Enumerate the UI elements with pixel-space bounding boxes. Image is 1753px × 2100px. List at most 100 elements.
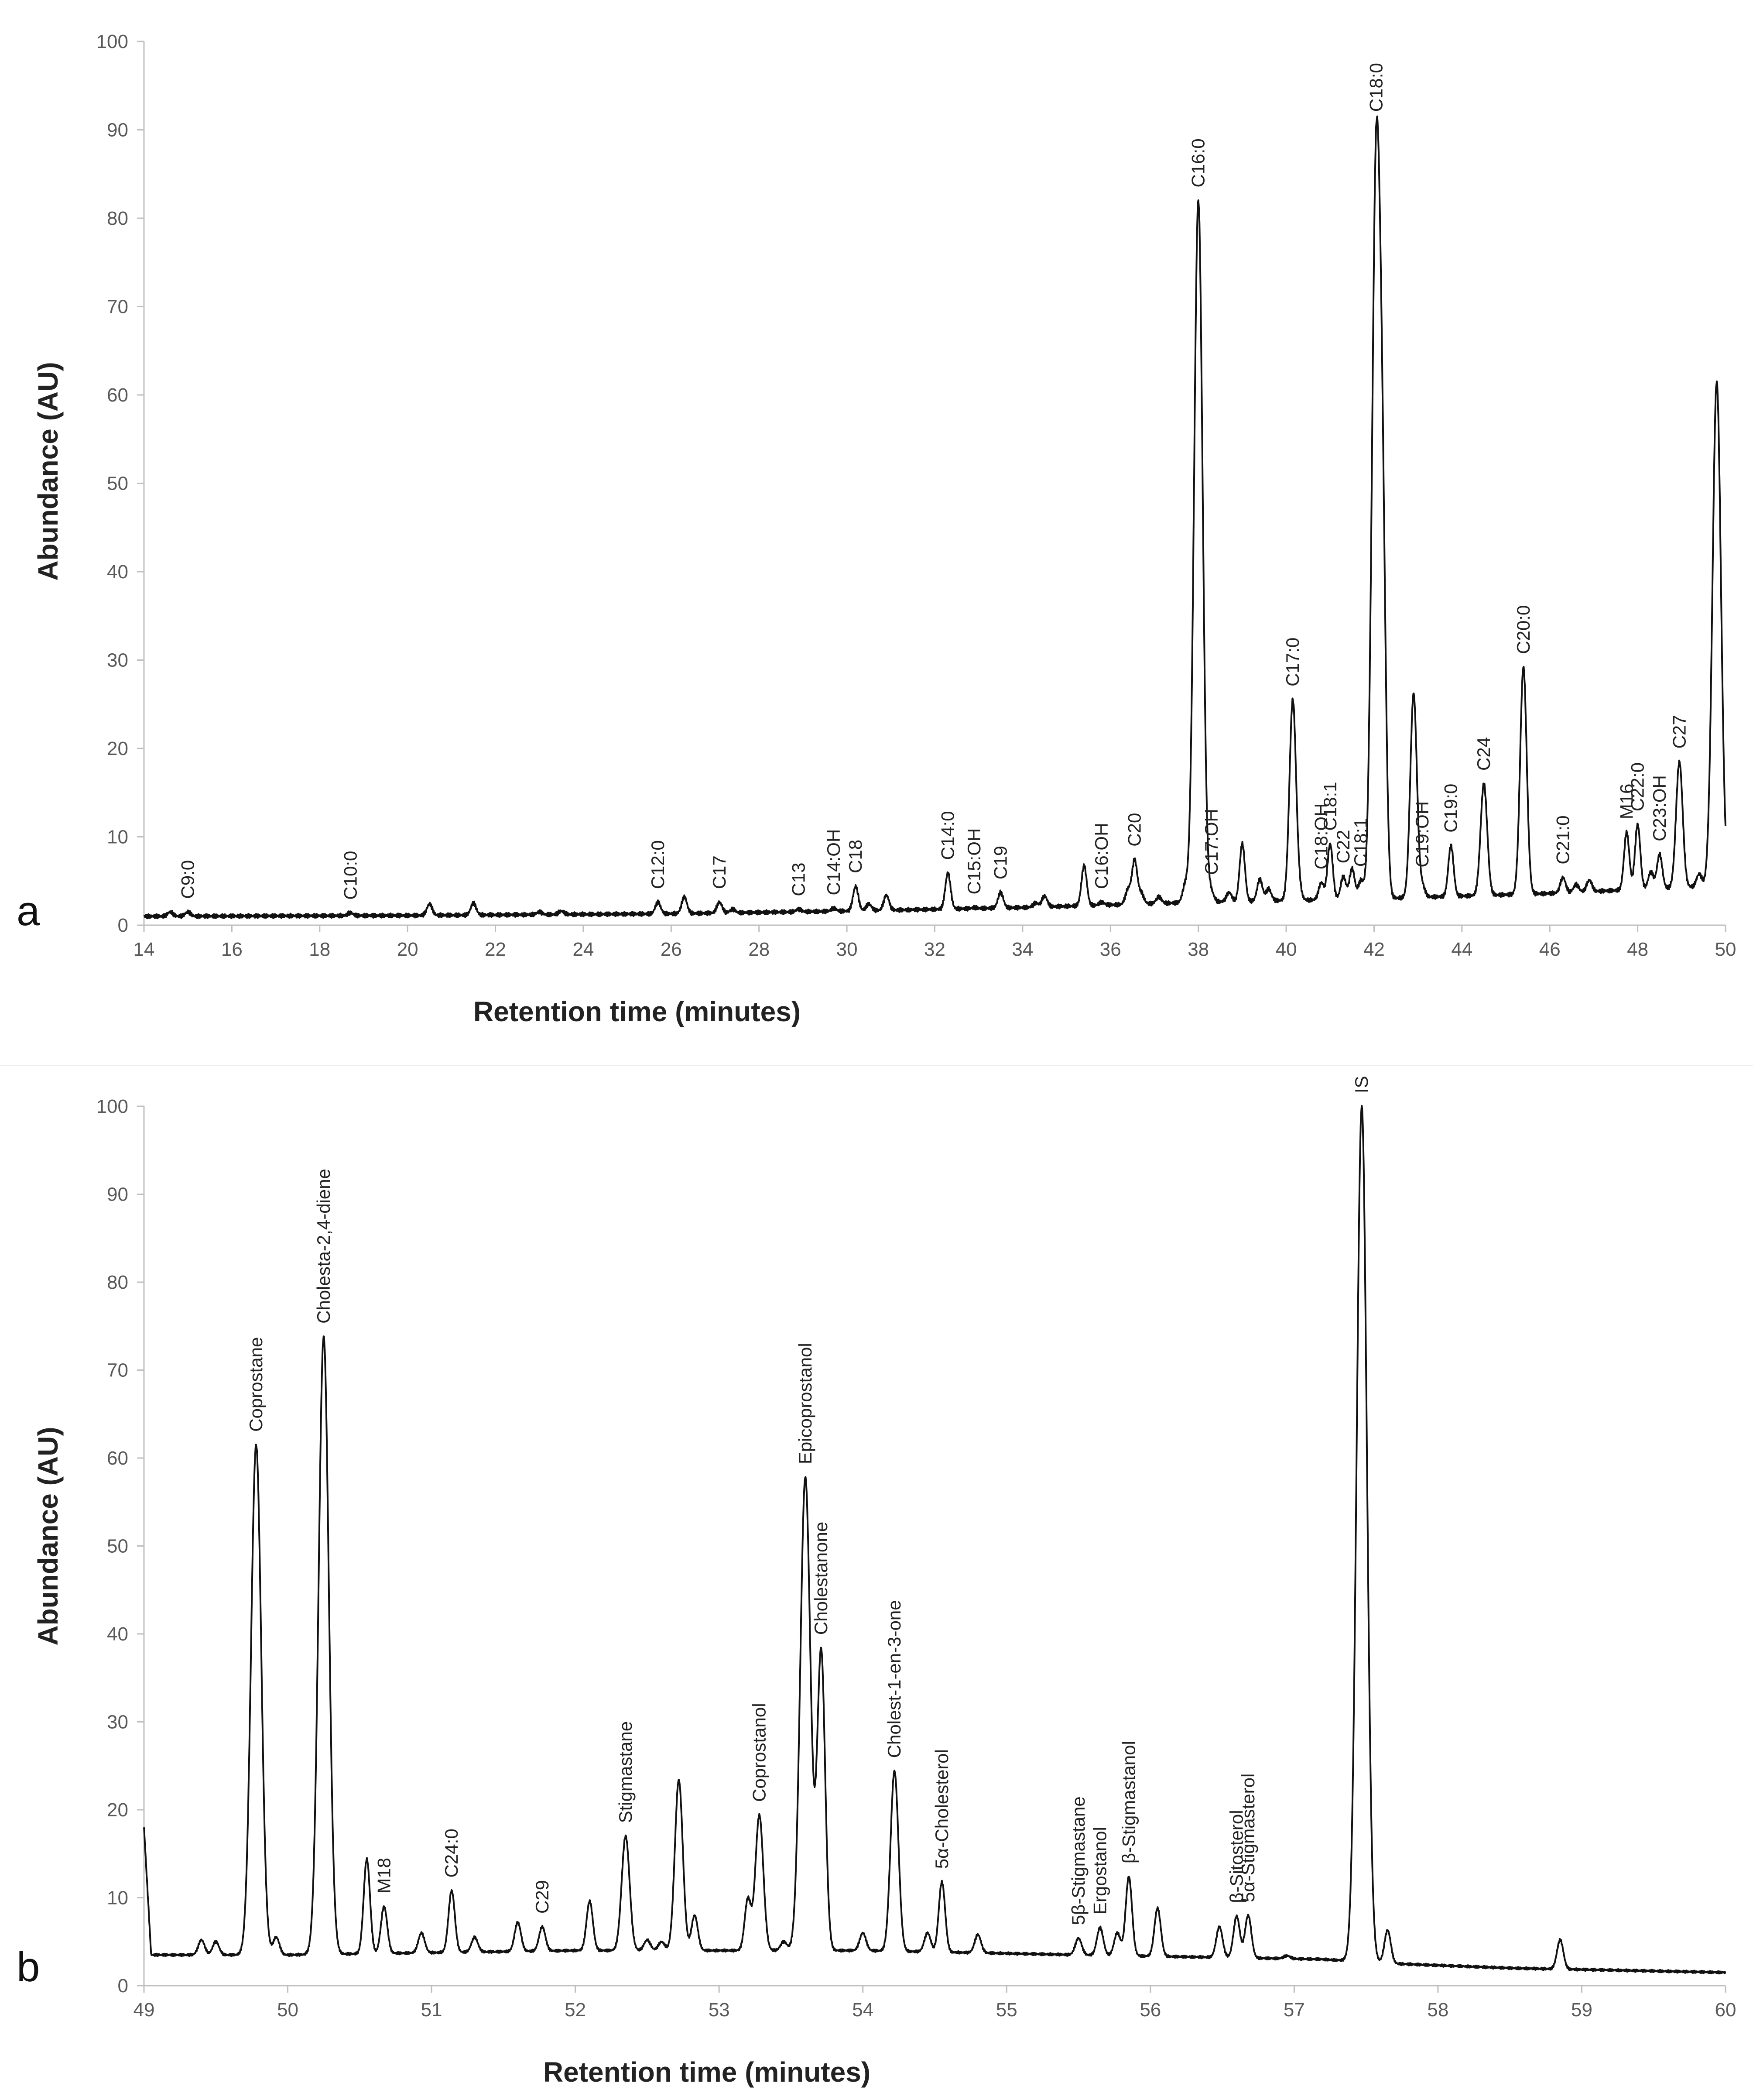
x-tick-label: 55 (996, 1999, 1017, 2021)
x-tick-label: 48 (1627, 939, 1648, 960)
peak-label-c20-0: C20:0 (1513, 605, 1534, 654)
peak-point-unlabeled (275, 1936, 277, 1938)
peak-point-c19 (1000, 892, 1002, 894)
peak-label-c18: C18 (845, 840, 866, 873)
panel-b-letter: b (17, 1944, 40, 1990)
peak-point-unlabeled (1184, 880, 1186, 882)
peak-point-unlabeled (1127, 887, 1129, 889)
y-tick-label: 70 (107, 1360, 128, 1381)
peak-label-5-cholesterol: 5α-Cholesterol (931, 1749, 952, 1869)
peak-label-c24: C24 (1473, 737, 1494, 771)
x-tick-label: 60 (1715, 1999, 1736, 2021)
y-tick-label: 50 (107, 473, 128, 494)
peak-point-unlabeled (683, 896, 685, 898)
peak-label-m16: M16 (1616, 784, 1637, 820)
peak-label-c19-0: C19:0 (1441, 784, 1461, 833)
peak-point-c27 (1678, 761, 1681, 763)
peak-point-c18-1 (1329, 843, 1331, 845)
peak-label-c19: C19 (990, 846, 1011, 879)
peak-label-c23-oh: C23:OH (1649, 775, 1670, 841)
panel-a-letter: a (17, 888, 40, 934)
peak-point-c17 (719, 901, 721, 903)
peak-point-unlabeled (868, 903, 870, 905)
peak-point-coprostanol (758, 1814, 760, 1816)
x-tick-label: 16 (221, 939, 243, 960)
peak-point-m16 (1626, 831, 1628, 834)
peak-label-m18: M18 (373, 1858, 394, 1894)
peak-label-c18-oh: C18:OH (1311, 803, 1332, 870)
peak-label-ergostanol: Ergostanol (1090, 1827, 1110, 1915)
peak-point-unlabeled (862, 1932, 864, 1934)
x-tick-label: 20 (397, 939, 418, 960)
y-tick-label: 20 (107, 1799, 128, 1821)
peak-label-c14-0: C14:0 (938, 811, 958, 860)
y-tick-label: 80 (107, 208, 128, 229)
peak-point-c18-oh (1320, 882, 1322, 884)
peak-label-c16-oh: C16:OH (1091, 823, 1112, 889)
peak-label-c22-0: C22:0 (1627, 762, 1648, 811)
peak-point-unlabeled (169, 911, 171, 913)
y-tick-label: 10 (107, 1887, 128, 1909)
peak-point-unlabeled (1157, 1907, 1159, 1909)
peak-label-epicoprostanol: Epicoprostanol (795, 1343, 815, 1464)
peak-label-cholesta-2-4-diene: Cholesta-2,4-diene (313, 1169, 334, 1324)
x-tick-label: 32 (924, 939, 945, 960)
peak-point-m18 (383, 1905, 385, 1908)
peak-point-c17-oh (1210, 887, 1212, 889)
x-tick-label: 22 (485, 939, 506, 960)
peak-point-unlabeled (678, 1779, 680, 1781)
peak-point-unlabeled (1387, 1929, 1389, 1932)
peak-point-unlabeled (1298, 865, 1301, 867)
peak-point-unlabeled (747, 1897, 749, 1899)
x-tick-label: 51 (421, 1999, 442, 2021)
x-tick-label: 18 (309, 939, 330, 960)
peak-point-c21-0 (1562, 876, 1564, 878)
y-tick-label: 60 (107, 1448, 128, 1469)
peak-label-coprostanol: Coprostanol (749, 1703, 770, 1801)
panel-b-peak-markers (200, 1105, 1561, 1957)
peak-point-c24-0 (451, 1890, 453, 1892)
chart-panel-b: 0 10 20 30 40 50 60 70 80 90 100 49 50 51 52 53 54 55 56 5… (17, 1076, 1736, 2088)
x-tick-label: 58 (1427, 1999, 1448, 2021)
peak-point-c13 (798, 908, 800, 910)
peak-point-unlabeled (1259, 878, 1261, 880)
y-tick-label: 0 (118, 915, 128, 936)
peak-point-unlabeled (1559, 1939, 1561, 1941)
peak-point-c9-0 (187, 911, 189, 913)
peak-point-unlabeled (1083, 865, 1085, 867)
panel-b-chromatogram-trace (143, 1105, 1726, 1975)
panel-a-x-axis-title: Retention time (minutes) (473, 996, 801, 1027)
x-tick-label: 44 (1451, 939, 1472, 960)
peak-point-unlabeled (694, 1914, 696, 1916)
y-tick-label: 50 (107, 1536, 128, 1557)
peak-point-unlabeled (1650, 871, 1652, 873)
y-tick-label: 30 (107, 1712, 128, 1733)
peak-point-unlabeled (215, 1941, 217, 1943)
peak-point-unlabeled (1219, 1925, 1220, 1928)
peak-point-c17-0 (1292, 698, 1294, 700)
peak-point-epicoprostanol (804, 1476, 806, 1479)
peak-point-c22 (1342, 875, 1344, 878)
peak-point-c29 (541, 1925, 543, 1928)
peak-label-c22: C22 (1333, 830, 1353, 863)
peak-point-c15-oh (973, 906, 976, 909)
x-tick-label: 42 (1363, 939, 1385, 960)
panel-b-y-ticks: 0 10 20 30 40 50 60 70 80 90 100 (96, 1096, 144, 1997)
y-tick-label: 80 (107, 1272, 128, 1293)
peak-label-c18-1: C18:1 (1320, 782, 1340, 830)
peak-point-sitosterol (1236, 1915, 1238, 1917)
peak-label-c18-0: C18:0 (1366, 63, 1387, 112)
peak-point-unlabeled (1413, 693, 1415, 695)
peak-point-unlabeled (927, 1932, 929, 1934)
peak-label-c17-0: C17:0 (1282, 638, 1303, 686)
panel-a-y-axis-title: Abundance (AU) (32, 362, 64, 580)
peak-point-c20-0 (1522, 666, 1524, 668)
x-tick-label: 38 (1188, 939, 1209, 960)
peak-point-unlabeled (661, 1941, 663, 1943)
peak-point-c18-0 (1375, 124, 1377, 126)
peak-point-c19-0 (1450, 844, 1452, 847)
panel-a-peak-markers (169, 124, 1718, 914)
panel-a-peak-labels: C9:0 C10:0 C12:0 C17 C13 C14:OH C18 C14:0 C15:OH… (178, 63, 1690, 900)
x-tick-label: 26 (661, 939, 682, 960)
peak-label-5-stigmasterol: 5α-Stigmasterol (1238, 1774, 1258, 1902)
